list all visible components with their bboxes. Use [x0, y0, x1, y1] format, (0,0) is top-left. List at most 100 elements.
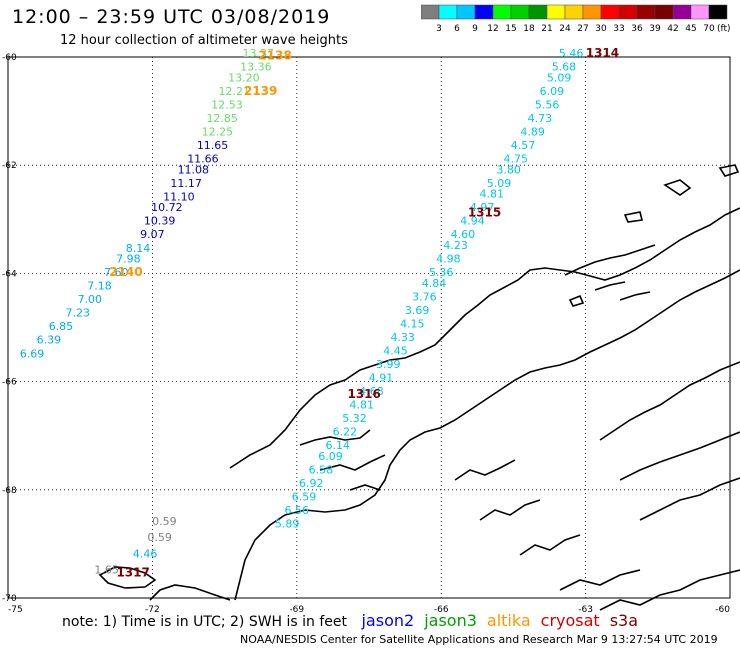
legend-label: 6	[454, 24, 460, 34]
credit-line: NOAA/NESDIS Center for Satellite Applica…	[240, 633, 718, 646]
swh-value-label: 4.46	[133, 547, 158, 560]
swh-value-label: 12.25	[202, 125, 234, 138]
swh-value-label: 6.59	[292, 491, 317, 504]
swh-value-label: 5.09	[547, 71, 572, 84]
swh-value-label: 10.39	[144, 215, 176, 228]
coastline-east	[599, 361, 740, 521]
swh-value-label: 3.80	[496, 163, 521, 176]
swh-value-label: 4.94	[460, 215, 485, 228]
satellite-name-jason3: jason3	[424, 611, 477, 630]
longitude-label: -69	[289, 605, 304, 615]
legend-label: 30	[595, 24, 607, 34]
swh-value-label: 7.98	[116, 253, 141, 266]
swh-value-label: 5.68	[552, 61, 577, 74]
longitude-label: -75	[8, 605, 23, 615]
small-island-west	[98, 566, 157, 589]
swh-value-label: 4.91	[369, 372, 394, 385]
longitude-label: -72	[145, 605, 160, 615]
latitude-label: -60	[2, 53, 17, 63]
island-3	[623, 211, 643, 223]
swh-value-label: 6.09	[318, 450, 343, 463]
legend-unit: (ft)	[717, 24, 731, 34]
lat-lon-grid	[7, 56, 731, 599]
wave-height-color-legend: 3 6 9 12 15 18 21 24 27 30 33 36 39 42 45 70 (ft)	[421, 4, 731, 34]
island-4	[568, 294, 585, 307]
swh-value-label: 0.59	[147, 531, 172, 544]
latitude-label: -64	[2, 269, 17, 279]
swh-value-label: 4.98	[436, 253, 461, 266]
swh-value-label: 6.58	[309, 464, 334, 477]
swh-value-label: 7.23	[66, 307, 91, 320]
pass-time-label: 1315	[468, 206, 501, 220]
legend-label: 15	[505, 24, 516, 34]
swh-value-label: 13.20	[228, 71, 260, 84]
pass-time-label: 1317	[116, 565, 149, 579]
swh-value-label: 6.39	[37, 334, 62, 347]
legend-label: 24	[559, 24, 571, 34]
swh-value-label: 11.65	[197, 139, 229, 152]
swh-value-label: 13.36	[240, 61, 272, 74]
antarctic-peninsula-coastline	[98, 164, 740, 611]
legend-label: 42	[667, 24, 678, 34]
swh-value-label: 6.56	[285, 504, 310, 517]
swh-value-label: 4.97	[470, 201, 495, 214]
legend-label: 45	[685, 24, 696, 34]
swh-value-label: 3.69	[405, 304, 430, 317]
pass-time-label: 2138	[258, 49, 291, 63]
legend-label: 33	[613, 24, 624, 34]
swh-value-label: 1.65	[94, 564, 119, 577]
satellite-legend: jason2 jason3 altika cryosat s3a	[351, 611, 639, 630]
swh-value-label: 7.18	[87, 280, 112, 293]
swh-value-label: 5.46	[559, 47, 584, 60]
coastline-west	[234, 269, 740, 601]
satellite-name-jason2: jason2	[361, 611, 415, 630]
latitude-label: -66	[2, 378, 17, 388]
swh-value-label: 11.08	[178, 163, 210, 176]
swh-value-label: 10.72	[151, 201, 183, 214]
island-1	[663, 179, 692, 196]
altimeter-observations: 13.3713.3613.2012.2112.5312.8512.2511.65…	[20, 46, 619, 579]
swh-value-label: 12.85	[206, 112, 238, 125]
swh-value-label: 11.10	[163, 190, 195, 203]
legend-swatch	[708, 4, 728, 20]
swh-value-label: 6.69	[20, 347, 45, 360]
swh-value-label: 6.22	[333, 426, 358, 439]
satellite-name-altika: altika	[486, 611, 531, 630]
swh-value-label: 6.09	[540, 85, 565, 98]
swh-value-label: 6.14	[325, 439, 350, 452]
coastline-main	[229, 207, 740, 469]
map-subtitle: 12 hour collection of altimeter wave hei…	[60, 33, 348, 48]
swh-value-label: 3.76	[412, 290, 437, 303]
swh-value-label: 7.60	[104, 266, 129, 279]
swh-value-label: 4.23	[443, 239, 468, 252]
pass-time-label: 1314	[586, 46, 619, 60]
swh-value-label: 4.89	[520, 125, 545, 138]
latitude-label: -70	[2, 594, 17, 604]
swh-value-label: 5.89	[275, 518, 300, 531]
legend-label: 21	[541, 24, 552, 34]
satellite-name-s3a: s3a	[609, 611, 639, 630]
swh-value-label: 4.33	[390, 331, 415, 344]
swh-value-label: 7.00	[78, 293, 103, 306]
longitude-label: -60	[715, 605, 730, 615]
swh-value-label: 9.07	[140, 228, 165, 241]
swh-value-label: 3.99	[376, 358, 401, 371]
legend-label: 9	[472, 24, 478, 34]
pass-time-label: 2140	[109, 265, 142, 279]
footer-note: note: 1) Time is in UTC; 2) SWH is in fe…	[62, 611, 638, 630]
swh-value-label: 4.45	[383, 345, 408, 358]
swh-value-label: 4.84	[422, 277, 447, 290]
south-shetland-islands	[564, 244, 656, 301]
legend-label: 18	[523, 24, 535, 34]
legend-label: 27	[577, 24, 588, 34]
map-title: 12:00 – 23:59 UTC 03/08/2019	[12, 6, 331, 28]
swh-value-label: 12.21	[218, 85, 250, 98]
swh-value-label: 4.81	[350, 399, 375, 412]
swh-value-label: 12.53	[211, 98, 243, 111]
coastline-channels	[299, 429, 740, 611]
swh-value-label: 11.17	[170, 177, 202, 190]
swh-value-label: 5.32	[342, 412, 367, 425]
legend-label: 70	[703, 24, 715, 34]
swh-value-label: 6.92	[299, 477, 324, 490]
